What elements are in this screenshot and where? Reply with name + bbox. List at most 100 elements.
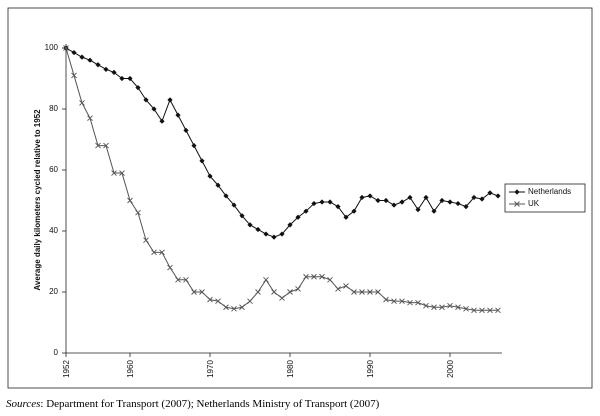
data-point (479, 307, 485, 314)
data-point (255, 289, 261, 295)
data-point (223, 304, 229, 311)
data-point (279, 295, 285, 301)
data-point (295, 286, 301, 292)
data-point (199, 289, 205, 295)
data-point (399, 298, 405, 304)
data-point (431, 304, 437, 311)
data-point (343, 283, 349, 289)
data-point (359, 289, 365, 295)
data-point (407, 299, 413, 306)
series-line (65, 47, 498, 311)
data-point (367, 193, 373, 199)
data-point (167, 97, 173, 103)
data-point (167, 264, 173, 271)
data-point (183, 127, 189, 133)
data-point (391, 298, 397, 304)
data-point (159, 118, 165, 124)
data-point (311, 200, 317, 207)
data-point (159, 249, 165, 256)
data-point (143, 97, 149, 103)
data-point (391, 202, 397, 208)
data-point (311, 273, 317, 280)
data-point (447, 199, 453, 205)
data-point (495, 193, 501, 199)
data-point (383, 296, 389, 303)
data-point (247, 298, 253, 304)
data-point (375, 289, 381, 295)
data-point (447, 302, 453, 309)
data-point (79, 100, 85, 106)
y-axis-label: Average daily kilometers cycled relative… (33, 109, 42, 291)
data-point (87, 57, 93, 63)
data-point (231, 305, 237, 312)
data-point (239, 213, 245, 219)
data-point (439, 304, 445, 311)
data-point (199, 158, 205, 164)
y-tick-label: 0 (54, 348, 59, 357)
data-point (263, 276, 269, 283)
y-tick-label: 40 (49, 226, 58, 235)
data-point (95, 142, 101, 149)
x-tick-label: 1970 (206, 360, 215, 378)
data-point (287, 289, 293, 295)
data-point (383, 197, 389, 204)
data-point (215, 182, 221, 188)
data-point (303, 208, 309, 214)
data-point (423, 302, 429, 309)
data-point (495, 307, 501, 314)
data-point (207, 296, 213, 303)
x-tick-label: 2000 (446, 360, 455, 378)
data-point (439, 197, 445, 204)
data-point (463, 305, 469, 312)
data-point (351, 208, 357, 214)
data-point (271, 234, 277, 240)
data-point (191, 143, 197, 149)
data-point (111, 69, 117, 75)
data-point (455, 200, 461, 207)
data-point (87, 115, 93, 121)
data-point (463, 204, 469, 210)
data-point (207, 173, 213, 179)
data-point (175, 112, 181, 118)
data-point (127, 75, 133, 82)
data-point (135, 209, 141, 216)
data-point (103, 142, 109, 149)
data-point (111, 170, 117, 176)
data-point (175, 276, 181, 283)
series-line (65, 47, 499, 238)
x-tick-label: 1980 (286, 360, 295, 378)
data-point (231, 202, 237, 208)
data-point (255, 226, 261, 233)
data-point (151, 249, 157, 256)
source-note: Sources: Department for Transport (2007)… (6, 398, 380, 410)
x-tick-label: 1990 (366, 360, 375, 378)
y-tick-label: 20 (49, 287, 58, 296)
x-tick-label: 1952 (62, 360, 71, 378)
data-point (423, 194, 429, 201)
data-point (455, 304, 461, 311)
data-point (95, 62, 101, 68)
data-point (415, 299, 421, 306)
y-tick-label: 100 (45, 43, 59, 52)
data-point (287, 222, 293, 228)
data-point (367, 289, 373, 295)
data-point (479, 196, 485, 202)
data-point (327, 199, 333, 205)
data-point (487, 307, 493, 314)
data-point (263, 231, 269, 237)
data-point (431, 208, 437, 214)
data-point (135, 85, 141, 91)
data-point (319, 199, 325, 205)
x-tick-label: 1960 (126, 360, 135, 378)
legend-marker (514, 189, 520, 195)
data-point (359, 194, 365, 201)
source-label: Sources (6, 398, 40, 410)
data-point (399, 199, 405, 205)
data-point (215, 298, 221, 304)
data-point (471, 307, 477, 314)
data-point (375, 197, 381, 204)
data-point (127, 197, 133, 204)
data-point (63, 45, 69, 51)
data-point (71, 49, 77, 56)
